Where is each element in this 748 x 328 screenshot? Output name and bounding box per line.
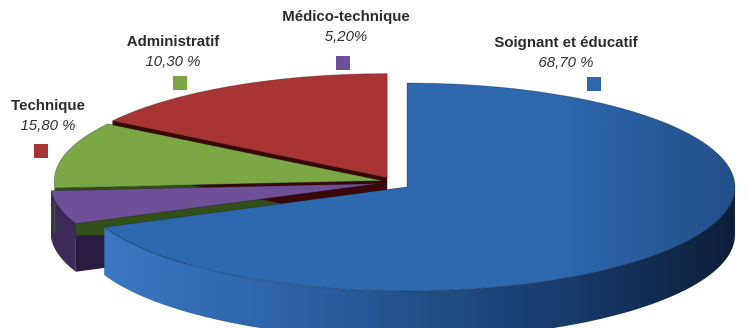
slice-1 [103,82,736,292]
slice-label-3: Administratif [127,33,221,50]
legend-swatch-1 [587,77,601,91]
legend-swatch-3 [173,76,187,90]
slice-3 [53,123,383,189]
slice-label-1: Soignant et éducatif [494,34,638,51]
slice-side-3-1 [54,180,56,236]
slice-label-2: Médico-technique [282,8,410,25]
legend-swatch-4 [34,144,48,158]
slice-side-1-1 [104,186,735,328]
legend-swatch-2 [336,56,350,70]
slice-2 [50,183,379,225]
slice-value-2: 5,20% [325,28,368,45]
slice-label-4: Technique [11,97,85,114]
slice-side-2-1 [51,190,76,272]
slice-4 [110,73,388,179]
slice-value-3: 10,30 % [145,53,200,70]
slice-value-4: 15,80 % [20,117,75,134]
slice-value-1: 68,70 % [538,54,593,71]
